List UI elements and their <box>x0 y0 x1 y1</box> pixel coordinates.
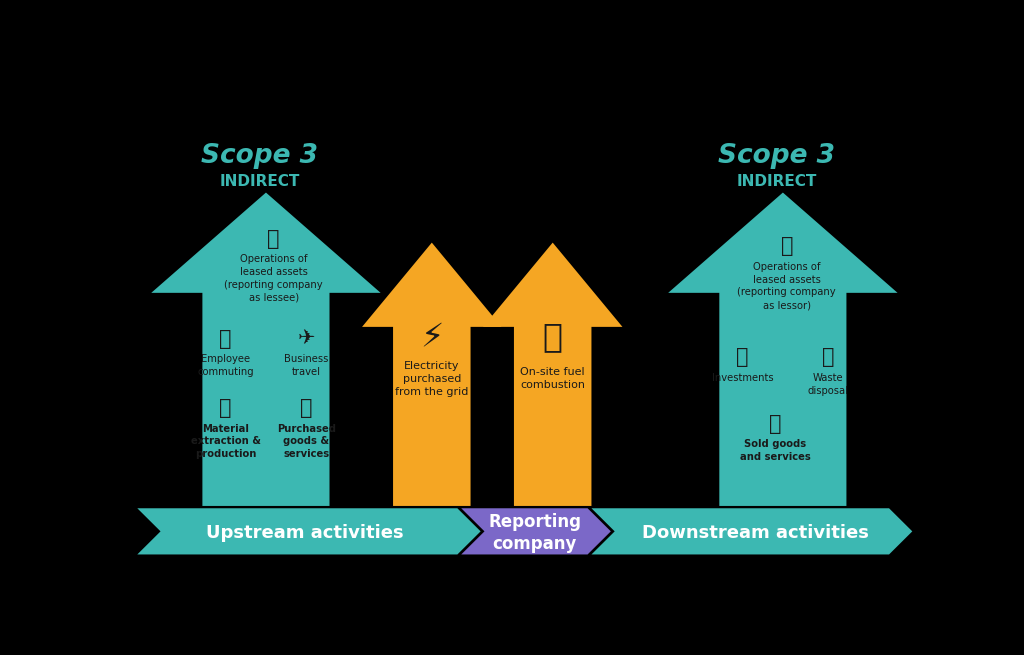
Text: Reporting
company: Reporting company <box>488 513 582 553</box>
Text: Employee
commuting: Employee commuting <box>198 354 254 377</box>
Text: 🚌: 🚌 <box>219 329 231 349</box>
Text: On-site fuel
combustion: On-site fuel combustion <box>520 367 585 390</box>
Text: 📦: 📦 <box>300 398 312 418</box>
Text: 📦: 📦 <box>769 413 781 434</box>
Polygon shape <box>592 508 912 555</box>
Text: 🔥: 🔥 <box>543 320 563 353</box>
Polygon shape <box>483 242 623 506</box>
Text: 🗑: 🗑 <box>821 347 835 367</box>
Text: ✈: ✈ <box>298 329 315 349</box>
Text: INDIRECT: INDIRECT <box>219 174 300 189</box>
Text: Business
travel: Business travel <box>284 354 329 377</box>
Text: Purchased
goods &
services: Purchased goods & services <box>276 424 336 459</box>
Text: Waste
disposal: Waste disposal <box>807 373 848 396</box>
Text: Upstream activities: Upstream activities <box>206 524 403 542</box>
Text: Scope 3: Scope 3 <box>202 143 318 170</box>
Text: 🏢: 🏢 <box>780 236 793 257</box>
Text: 🏭: 🏭 <box>219 398 231 418</box>
Text: Material
extraction &
production: Material extraction & production <box>190 424 261 459</box>
Text: Sold goods
and services: Sold goods and services <box>739 439 811 462</box>
Polygon shape <box>669 193 898 506</box>
Text: Operations of
leased assets
(reporting company
as lessee): Operations of leased assets (reporting c… <box>224 254 323 303</box>
Text: Operations of
leased assets
(reporting company
as lessor): Operations of leased assets (reporting c… <box>737 262 836 310</box>
Text: Investments: Investments <box>712 373 773 383</box>
Text: Electricity
purchased
from the grid: Electricity purchased from the grid <box>395 361 469 397</box>
Text: INDIRECT: INDIRECT <box>736 174 817 189</box>
Text: Scope 3: Scope 3 <box>718 143 836 170</box>
Text: ⚡: ⚡ <box>420 320 443 353</box>
Text: Downstream activities: Downstream activities <box>642 524 869 542</box>
Polygon shape <box>137 508 480 555</box>
Text: 🏢: 🏢 <box>267 229 280 249</box>
Polygon shape <box>461 508 611 555</box>
Polygon shape <box>152 193 381 506</box>
Polygon shape <box>362 242 502 506</box>
Text: 💰: 💰 <box>736 347 749 367</box>
